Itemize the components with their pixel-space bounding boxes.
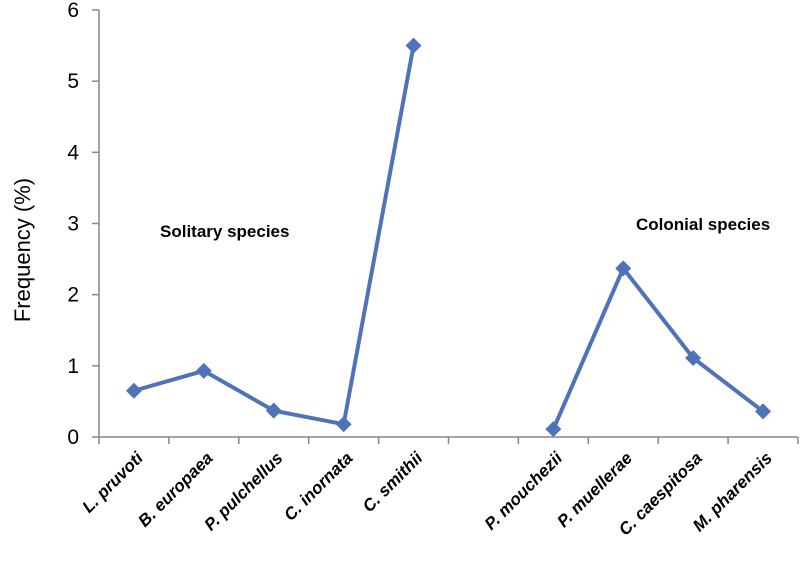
- series-markers: [125, 37, 772, 438]
- y-tick-label: 2: [67, 284, 79, 307]
- x-tick-label: C. smithii: [359, 447, 427, 515]
- y-tick-label: 4: [67, 141, 79, 164]
- data-point-b-europaea: [195, 362, 212, 379]
- y-tick-label: 1: [67, 355, 79, 378]
- x-tick-label: C. inornata: [280, 448, 356, 524]
- data-point-p-mouchezii: [545, 421, 562, 438]
- y-tick-label: 0: [67, 426, 79, 449]
- y-tick-labels: 0 1 2 3 4 5 6: [67, 0, 79, 449]
- data-point-m-pharensis: [755, 403, 772, 420]
- y-tick-label: 5: [67, 70, 79, 93]
- annotation-solitary-species: Solitary species: [160, 222, 289, 241]
- x-tick-label: P. mouchezii: [481, 447, 567, 533]
- data-point-l-pruvoti: [125, 382, 142, 399]
- data-point-c-caespitosa: [685, 350, 702, 367]
- series-line-segment: [551, 266, 765, 430]
- y-tick-label: 6: [67, 0, 79, 22]
- y-tick-label: 3: [67, 213, 79, 236]
- axes: [92, 9, 799, 444]
- data-point-c-inornata: [335, 416, 352, 433]
- data-point-p-muellerae: [615, 260, 632, 277]
- x-tick-label: L. pruvoti: [79, 448, 148, 517]
- data-point-c-smithii: [405, 37, 422, 54]
- data-point-p-pulchellus: [265, 402, 282, 419]
- annotation-colonial-species: Colonial species: [636, 215, 770, 234]
- y-axis-title: Frequency (%): [10, 178, 35, 322]
